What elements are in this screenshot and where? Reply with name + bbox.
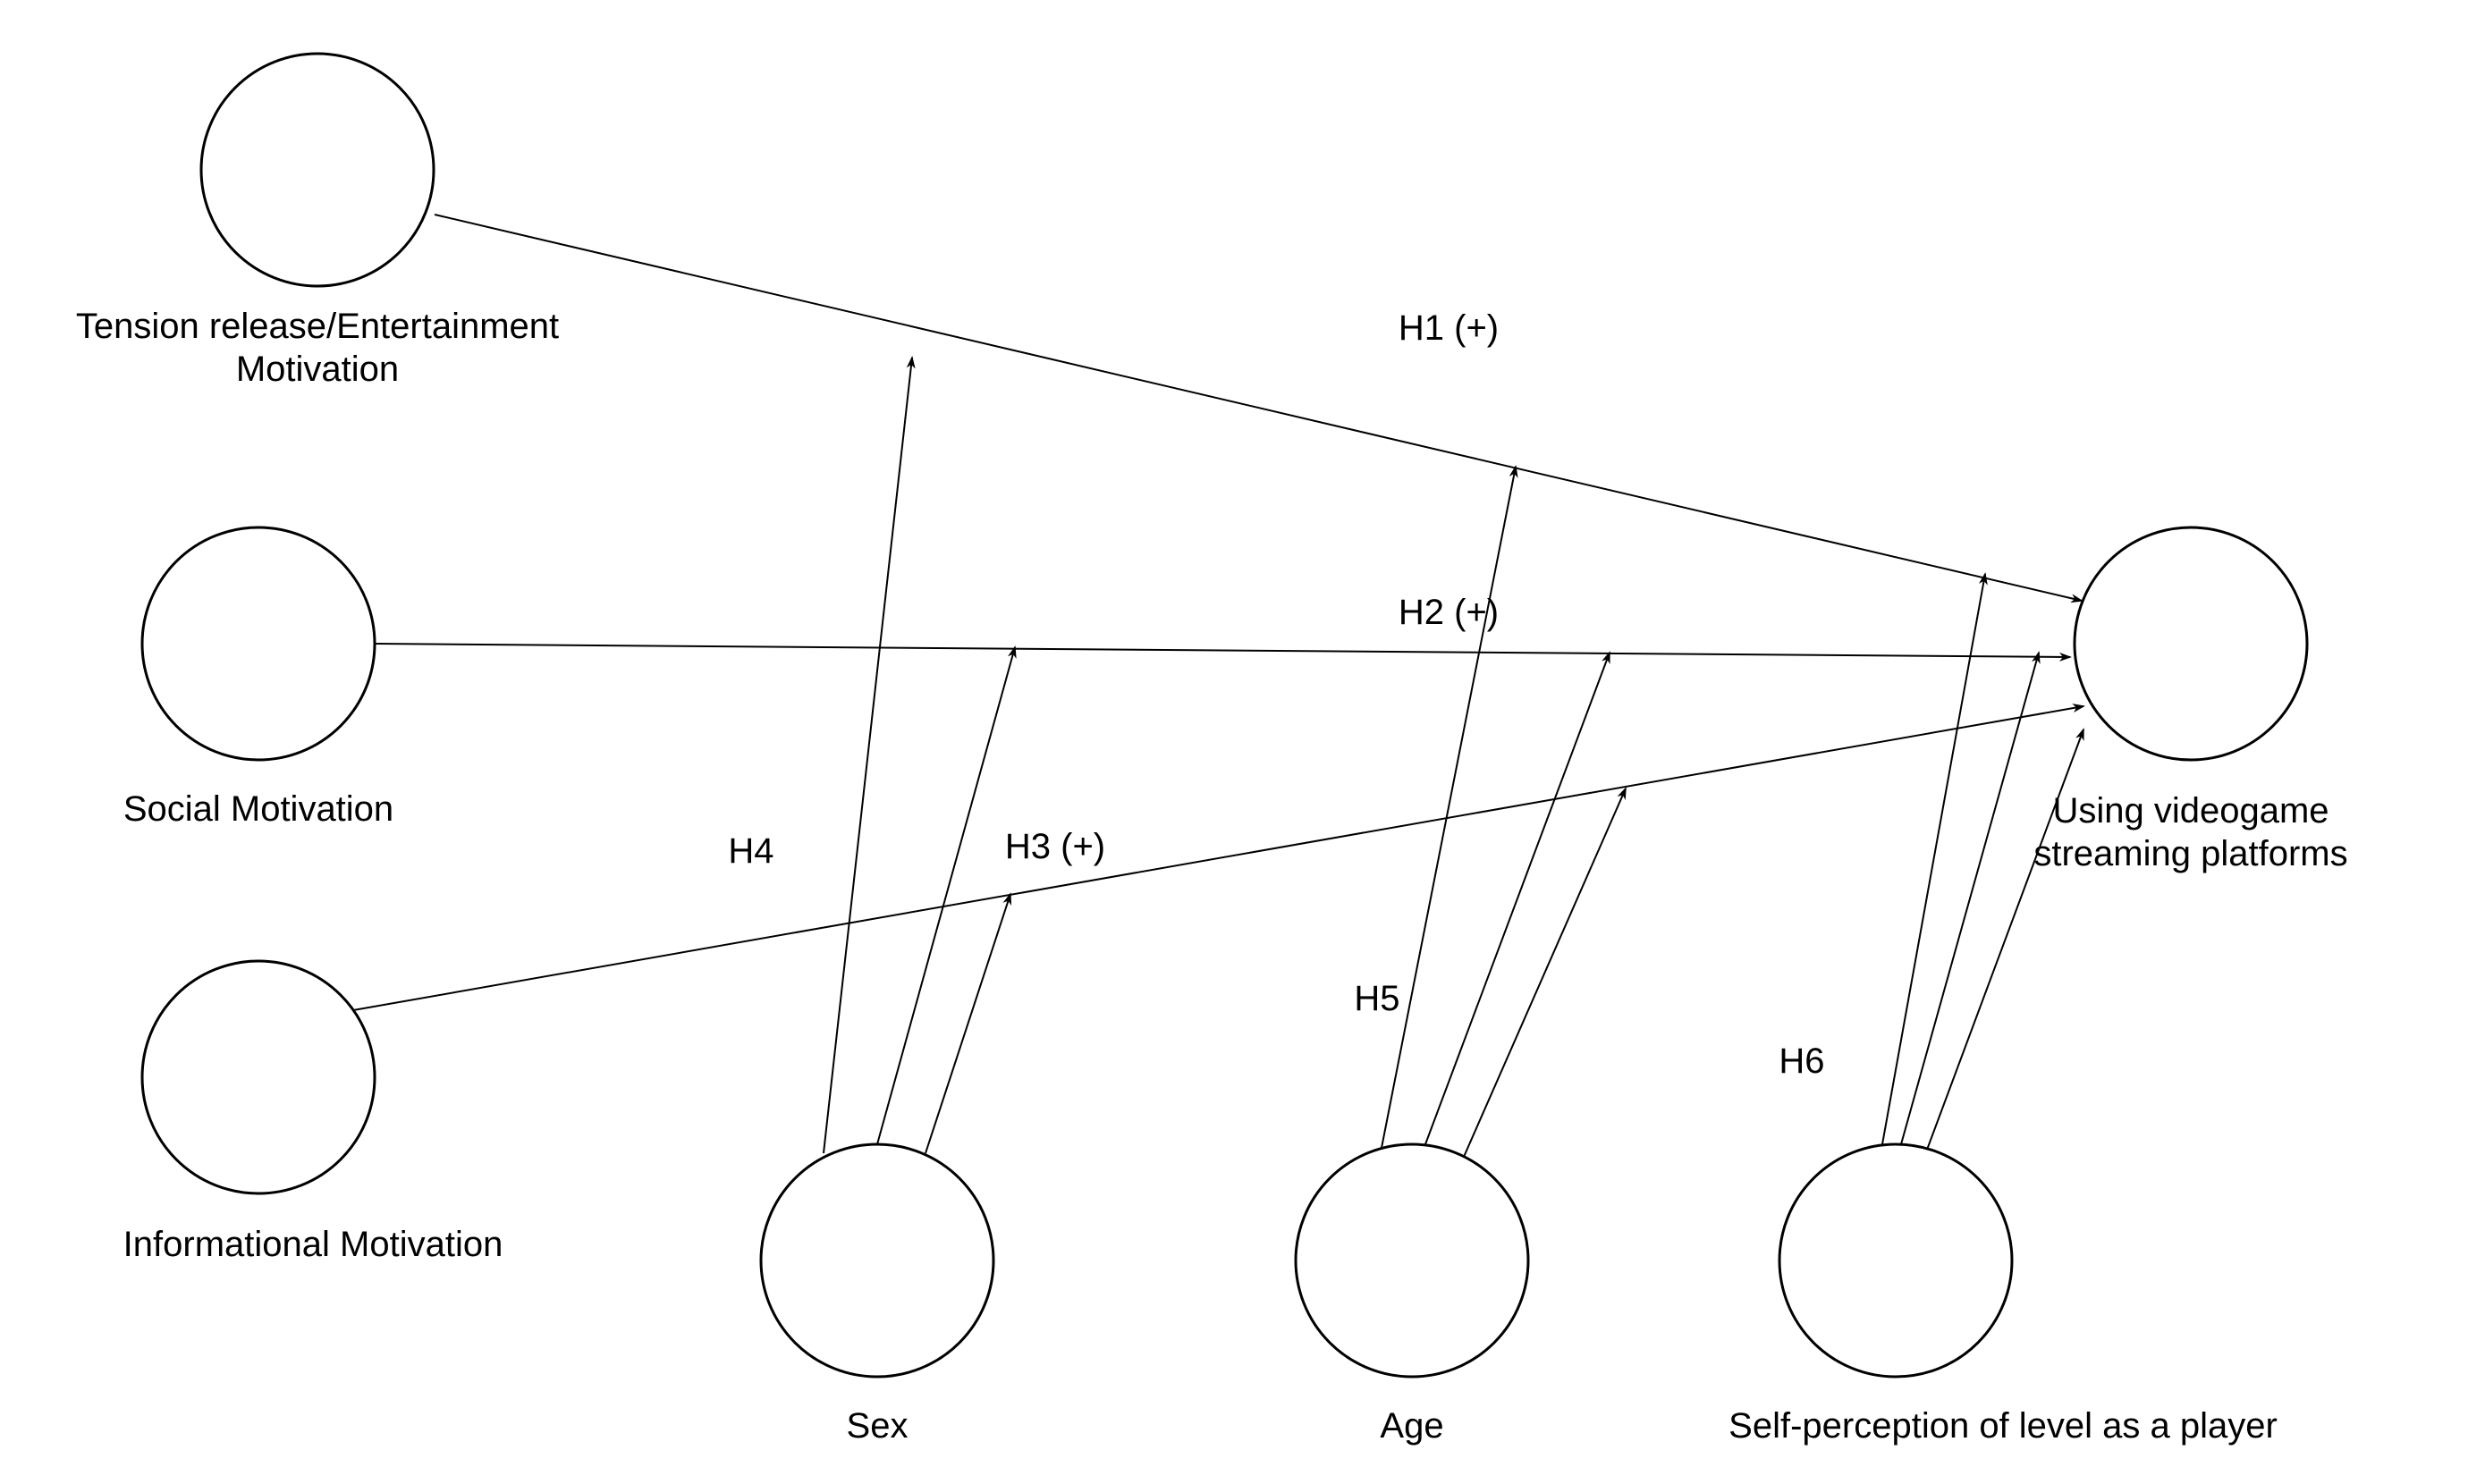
group-label-h6: H6 (1779, 1041, 1824, 1081)
node-label-sex: Sex (847, 1406, 909, 1446)
edge-h6a (1882, 574, 1985, 1144)
node-age (1296, 1144, 1528, 1377)
edge-label-h1: H1 (+) (1399, 308, 1499, 348)
edge-label-h2: H2 (+) (1399, 593, 1499, 632)
node-label-tension: Tension release/EntertainmentMotivation (76, 307, 559, 389)
node-using (2075, 527, 2307, 760)
hypothesis-diagram: H1 (+) H2 (+) H3 (+) H4 H5 H6 Tension release/… (0, 0, 2468, 1484)
edge-label-h3: H3 (+) (1005, 827, 1105, 866)
node-label-social: Social Motivation (123, 789, 393, 829)
edge-h4c (926, 894, 1010, 1153)
node-self (1779, 1144, 2012, 1377)
edge-h3 (353, 706, 2083, 1010)
node-label-age: Age (1380, 1406, 1443, 1446)
edge-h4b (877, 647, 1015, 1144)
nodes-group (142, 54, 2307, 1377)
edge-h4a (824, 358, 912, 1153)
node-label-self: Self-perception of level as a player (1728, 1406, 2278, 1446)
group-label-h4: H4 (728, 831, 773, 871)
edge-h5c (1464, 788, 1626, 1157)
edge-h1 (435, 215, 2082, 601)
node-sex (761, 1144, 993, 1377)
node-label-info: Informational Motivation (123, 1225, 503, 1264)
node-tension (201, 54, 434, 286)
node-label-using: Using videogamestreaming platforms (2033, 791, 2347, 873)
node-info (142, 961, 375, 1193)
node-social (142, 527, 375, 760)
edge-h5a (1382, 467, 1516, 1148)
edge-h2 (376, 644, 2070, 657)
edge-h5b (1425, 653, 1610, 1144)
group-label-h5: H5 (1354, 979, 1399, 1018)
edges-group (353, 215, 2083, 1157)
